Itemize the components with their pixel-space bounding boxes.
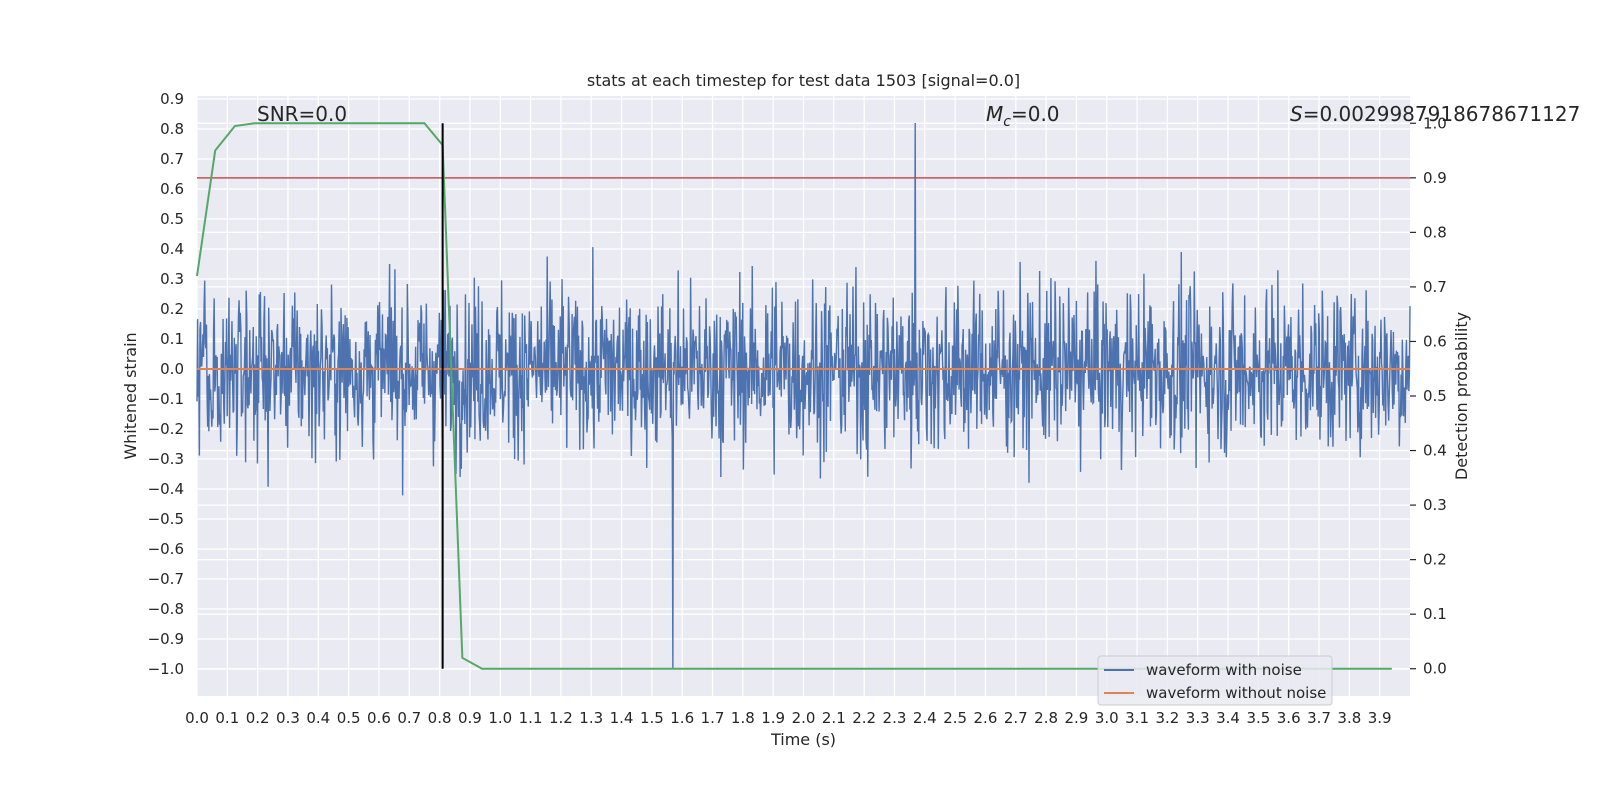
x-tick-label: 1.4 <box>610 709 634 727</box>
y-axis-label-left: Whitened strain <box>121 332 140 459</box>
plot-content <box>196 122 1411 670</box>
x-tick-label: 1.9 <box>761 709 785 727</box>
x-tick-label: 0.2 <box>246 709 270 727</box>
x-tick-label: 1.8 <box>731 709 755 727</box>
x-tick-label: 1.1 <box>519 709 543 727</box>
y-tick-label-right: 1.0 <box>1423 114 1447 132</box>
x-tick-label: 1.0 <box>488 709 512 727</box>
x-tick-label: 0.0 <box>185 709 209 727</box>
annotation-s: S=0.0029987918678671127 <box>1290 102 1580 126</box>
mc-symbol: M <box>986 102 1003 126</box>
y-tick-label-right: 0.4 <box>1423 442 1447 460</box>
y-tick-label-left: 0.7 <box>160 150 184 168</box>
x-tick-label: 0.3 <box>276 709 300 727</box>
x-tick-label: 2.9 <box>1064 709 1088 727</box>
y-tick-label-right: 0.2 <box>1423 551 1447 569</box>
s-symbol: S <box>1290 102 1303 126</box>
x-tick-label: 2.7 <box>1004 709 1028 727</box>
series-waveform-with-noise <box>196 122 1411 670</box>
y-tick-label-left: −1.0 <box>148 660 184 678</box>
x-tick-label: 0.8 <box>428 709 452 727</box>
legend-box <box>1097 655 1333 706</box>
x-tick-label: 0.7 <box>397 709 421 727</box>
y-tick-label-left: 0.5 <box>160 210 184 228</box>
x-tick-label: 3.5 <box>1246 709 1270 727</box>
x-tick-label: 2.1 <box>822 709 846 727</box>
x-tick-label: 2.3 <box>883 709 907 727</box>
x-tick-label: 1.6 <box>670 709 694 727</box>
series-detection-probability <box>196 122 1392 670</box>
x-axis-label: Time (s) <box>770 730 836 749</box>
y-tick-label-left: 0.1 <box>160 330 184 348</box>
mc-subscript: c <box>1003 114 1011 130</box>
x-tick-label: 0.1 <box>215 709 239 727</box>
x-tick-label: 2.5 <box>943 709 967 727</box>
legend: waveform with noise waveform without noi… <box>1097 655 1333 706</box>
y-tick-label-left: −0.3 <box>148 450 184 468</box>
x-tick-label: 3.1 <box>1125 709 1149 727</box>
axes-text: stats at each timestep for test data 150… <box>121 71 1580 749</box>
x-tick-label: 2.0 <box>792 709 816 727</box>
y-axis-label-right: Detection probability <box>1452 312 1471 480</box>
x-tick-label: 3.7 <box>1307 709 1331 727</box>
y-tick-label-right: 0.3 <box>1423 496 1447 514</box>
x-tick-label: 0.6 <box>367 709 391 727</box>
s-value: =0.0029987918678671127 <box>1303 102 1581 126</box>
y-tick-label-left: −0.1 <box>148 390 184 408</box>
y-tick-label-left: −0.8 <box>148 600 184 618</box>
y-tick-label-left: 0.2 <box>160 300 184 318</box>
x-tick-label: 3.6 <box>1277 709 1301 727</box>
y-tick-label-left: 0.4 <box>160 240 184 258</box>
chart-title: stats at each timestep for test data 150… <box>587 71 1020 90</box>
x-tick-label: 1.7 <box>701 709 725 727</box>
x-tick-label: 3.9 <box>1368 709 1392 727</box>
y-tick-label-left: 0.8 <box>160 120 184 138</box>
y-tick-label-right: 0.7 <box>1423 278 1447 296</box>
x-tick-label: 3.4 <box>1216 709 1240 727</box>
x-tick-label: 2.4 <box>913 709 937 727</box>
y-tick-label-left: 0.9 <box>160 90 184 108</box>
x-tick-label: 0.9 <box>458 709 482 727</box>
x-tick-label: 2.8 <box>1034 709 1058 727</box>
y-tick-label-left: 0.0 <box>160 360 184 378</box>
legend-entry-noise: waveform with noise <box>1146 661 1302 679</box>
y-tick-label-left: −0.6 <box>148 540 184 558</box>
x-tick-label: 0.5 <box>337 709 361 727</box>
x-tick-label: 1.5 <box>640 709 664 727</box>
x-tick-label: 1.3 <box>579 709 603 727</box>
y-tick-label-right: 0.6 <box>1423 332 1447 350</box>
x-tick-label: 2.2 <box>852 709 876 727</box>
x-tick-label: 3.0 <box>1095 709 1119 727</box>
y-tick-label-left: −0.2 <box>148 420 184 438</box>
y-tick-label-right: 0.5 <box>1423 387 1447 405</box>
annotation-mc: Mc=0.0 <box>986 102 1060 130</box>
y-tick-label-left: −0.9 <box>148 630 184 648</box>
x-tick-label: 0.4 <box>306 709 330 727</box>
x-tick-label: 3.2 <box>1155 709 1179 727</box>
annotation-snr: SNR=0.0 <box>257 102 347 126</box>
y-tick-label-left: 0.6 <box>160 180 184 198</box>
legend-entry-clean: waveform without noise <box>1146 684 1326 702</box>
x-tick-label: 1.2 <box>549 709 573 727</box>
y-tick-label-right: 0.8 <box>1423 223 1447 241</box>
y-tick-label-left: 0.3 <box>160 270 184 288</box>
y-tick-label-right: 0.0 <box>1423 660 1447 678</box>
y-tick-label-left: −0.5 <box>148 510 184 528</box>
y-tick-label-right: 0.1 <box>1423 605 1447 623</box>
x-tick-label: 2.6 <box>974 709 998 727</box>
x-tick-label: 3.8 <box>1337 709 1361 727</box>
y-tick-label-left: −0.7 <box>148 570 184 588</box>
x-tick-label: 3.3 <box>1186 709 1210 727</box>
mc-value: =0.0 <box>1011 102 1060 126</box>
y-tick-label-right: 0.9 <box>1423 169 1447 187</box>
y-tick-label-left: −0.4 <box>148 480 184 498</box>
